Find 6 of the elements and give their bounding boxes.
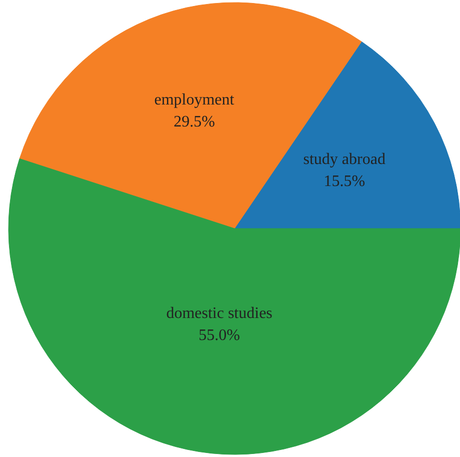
slice-label: study abroad [303,150,386,168]
slice-label: employment [154,91,235,108]
data-label: 55.0% [198,326,240,344]
slice-label: domestic studies [166,304,272,322]
data-label: 15.5% [324,172,366,190]
data-label: 29.5% [174,113,215,130]
